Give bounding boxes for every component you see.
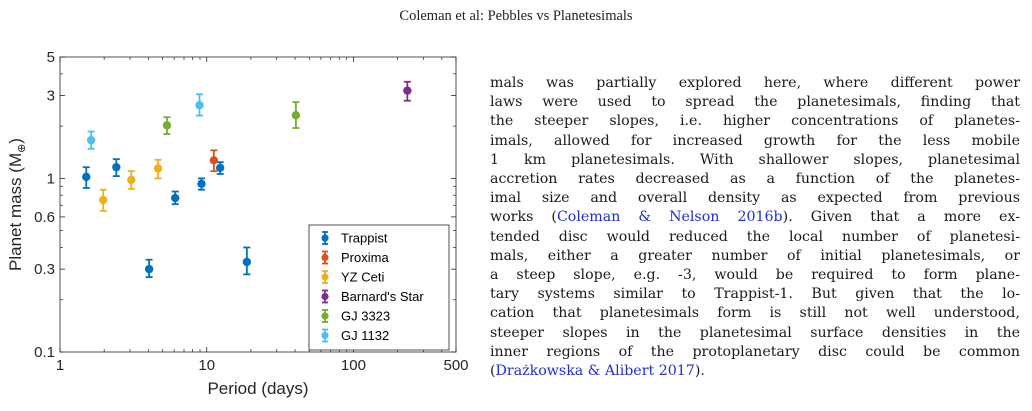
legend-marker-barnard-s-star [321,292,329,301]
yz-ceti-point [99,195,108,205]
trappist-point [171,193,180,203]
body-text-line: inner regions of the protoplanetary disc… [490,343,1020,362]
legend-label-yz-ceti: YZ Ceti [341,270,384,285]
body-text-line: tary systems similar to Trappist-1. But … [490,285,1020,304]
body-text-line: imal size and overall density as expecte… [490,189,1020,208]
legend-label-barnard-s-star: Barnard's Star [341,289,424,304]
text-run: inner regions of the protoplanetary disc… [490,343,1020,360]
body-text-line: imals, allowed for increased growth for … [490,132,1020,151]
body-text-line: a steep slope, e.g. -3, would be require… [490,266,1020,285]
legend-marker-gj-3323 [321,312,329,320]
y-tick-label: 1 [47,170,55,187]
text-run: tary systems similar to Trappist-1. But … [490,286,1020,303]
proxima-point [209,156,219,165]
text-run: laws were used to spread the planetesima… [490,94,1020,111]
trappist-point [82,172,91,182]
y-tick-label: 0.6 [34,209,55,226]
text-run: works ( [490,209,557,226]
text-run: ). [694,363,705,380]
running-head: Coleman et al: Pebbles vs Planetesimals [399,8,633,24]
x-tick-label: 500 [443,357,468,374]
x-tick-label: 100 [341,357,366,374]
y-tick-label: 3 [47,88,55,105]
text-run: ). Given that a more ex- [782,209,1021,226]
body-text-line: 1 km planetesimals. With shallower slope… [490,151,1020,170]
legend-marker-yz-ceti [321,273,329,281]
legend-marker-gj-1132 [321,331,329,340]
trappist-point [242,257,252,267]
trappist-point [215,163,225,173]
legend-label-gj-3323: GJ 3323 [341,309,390,324]
trappist-point [144,264,154,274]
body-text-line: mals was partially explored here, where … [490,74,1020,93]
text-run: imals, allowed for increased growth for … [490,132,1020,149]
text-run: a steep slope, e.g. -3, would be require… [490,267,1020,284]
trappist-point [197,179,206,189]
body-text-line: accretion rates decreased as a function … [490,170,1020,189]
body-text-line: tended disc would reduced the local numb… [490,228,1020,247]
text-run: mals, either a greater number of initial… [490,247,1020,264]
barnard-s-star-point [403,86,412,95]
mass-period-figure: 1 10 100 500 0.1 0.3 0.6 1 3 5 Period (days) Planet… [6,49,469,398]
x-axis-label: Period (days) [207,379,308,398]
body-text-line: laws were used to spread the planetesima… [490,93,1020,112]
citation-link[interactable]: Coleman & Nelson 2016b [556,209,783,226]
body-text-line: steeper slopes in the planetesimal surfa… [490,324,1020,343]
yz-ceti-point [153,164,163,173]
gj-3323-point [291,111,301,120]
body-text-line: works (Coleman & Nelson 2016b). Given th… [490,208,1020,227]
text-run: steeper slopes in the planetesimal surfa… [490,324,1020,341]
text-run: cation that planetesimals form is still … [490,305,1020,322]
legend-label-trappist: Trappist [341,231,388,246]
x-tick-label: 1 [56,357,64,374]
body-text-line: the steeper slopes, i.e. higher concentr… [490,112,1020,131]
body-text-line: cation that planetesimals form is still … [490,304,1020,323]
gj-3323-point [162,121,172,130]
text-run: tended disc would reduced the local numb… [490,228,1020,245]
text-run: ( [490,363,496,380]
y-tick-label: 5 [47,49,55,66]
text-run: imal size and overall density as expecte… [490,190,1020,207]
y-tick-label: 0.1 [34,344,55,361]
text-run: mals was partially explored here, where … [490,75,1020,91]
legend-label-gj-1132: GJ 1132 [341,328,389,343]
legend-marker-trappist [321,234,329,242]
body-text-line: mals, either a greater number of initial… [490,247,1020,266]
trappist-point [112,162,121,172]
citation-link[interactable]: Drażkowska & Alibert 2017 [495,363,695,380]
text-run: 1 km planetesimals. With shallower slope… [490,151,1020,168]
legend-label-proxima: Proxima [341,250,389,265]
x-tick-label: 10 [198,357,215,374]
y-tick-label: 0.3 [34,261,55,278]
body-text-line: (Drażkowska & Alibert 2017). [490,362,1020,381]
y-axis-label: Planet mass (M⊕) [6,138,28,271]
gj-1132-point [195,100,204,110]
text-run: accretion rates decreased as a function … [490,171,1020,188]
body-text: mals was partially explored here, where … [490,74,1020,381]
gj-1132-point [86,135,96,145]
text-run: the steeper slopes, i.e. higher concentr… [490,113,1020,130]
legend-marker-proxima [321,253,329,262]
legend-box [308,224,450,351]
yz-ceti-point [127,175,136,185]
